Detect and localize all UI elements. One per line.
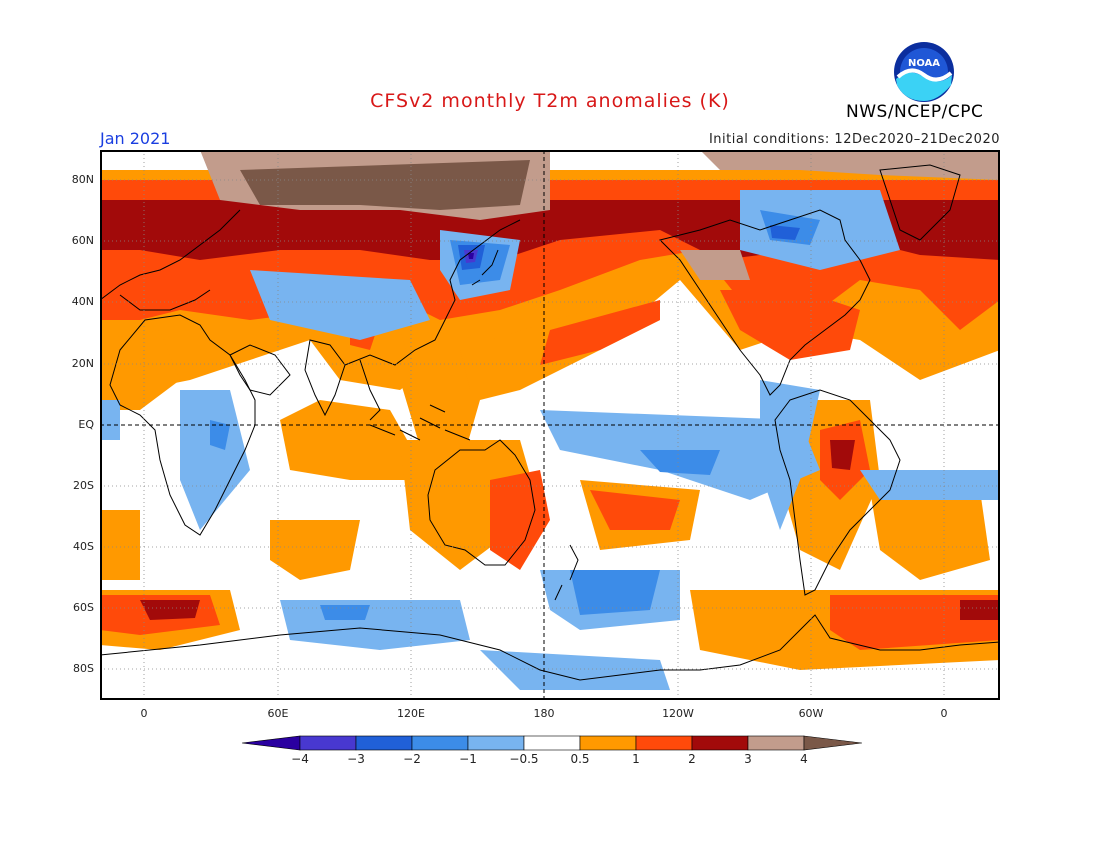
coastlines <box>100 164 1000 681</box>
lat-label: 60N <box>71 234 94 247</box>
colorbar-tick-label: −0.5 <box>509 752 539 766</box>
colorbar-segment <box>299 735 357 751</box>
colorbar-tick-label: 3 <box>744 752 752 766</box>
lon-label: 0 <box>940 707 948 720</box>
colorbar-segment <box>355 735 413 751</box>
colorbar-tick-label: 2 <box>688 752 696 766</box>
colorbar-tick-label: −1 <box>459 752 477 766</box>
lon-label: 120E <box>397 707 425 720</box>
colorbar-tick-label: 4 <box>800 752 808 766</box>
colorbar-tick-label: −3 <box>347 752 365 766</box>
lat-label: 40N <box>71 295 94 308</box>
lat-label: 80S <box>73 662 94 675</box>
map-frame <box>100 150 1000 700</box>
anomaly-map <box>100 150 1000 700</box>
colorbar-segment <box>411 735 469 751</box>
lon-label: 0 <box>140 707 148 720</box>
colorbar-tick-label: 0.5 <box>570 752 590 766</box>
colorbar-segment <box>691 735 749 751</box>
agency-label: NWS/NCEP/CPC <box>846 102 984 122</box>
lon-label: 120W <box>662 707 694 720</box>
colorbar-tick-label: −4 <box>291 752 309 766</box>
chart-title: CFSv2 monthly T2m anomalies (K) <box>370 90 730 112</box>
reference-lines <box>100 150 1000 700</box>
colorbar-segment <box>523 735 581 751</box>
colorbar <box>241 735 862 751</box>
colorbar-segment <box>241 735 301 751</box>
lon-label: 180 <box>533 707 555 720</box>
noaa-logo-icon: NOAA <box>894 42 954 102</box>
lat-label: 40S <box>73 540 94 553</box>
colorbar-segment <box>747 735 805 751</box>
lon-label: 60W <box>798 707 824 720</box>
colorbar-tick-label: −2 <box>403 752 421 766</box>
lat-label: 20N <box>71 357 94 370</box>
colorbar-segment <box>635 735 693 751</box>
initial-conditions: Initial conditions: 12Dec2020–21Dec2020 <box>708 132 1000 147</box>
colorbar-labels: −4 −3 −2 −1 −0.5 0.5 1 2 3 4 <box>0 752 1100 772</box>
lon-label: 60E <box>267 707 289 720</box>
lat-label: 20S <box>73 479 94 492</box>
colorbar-segment <box>803 735 862 751</box>
lat-label: 80N <box>71 173 94 186</box>
colorbar-segment <box>579 735 637 751</box>
logo-text: NOAA <box>908 58 940 69</box>
colorbar-tick-label: 1 <box>632 752 640 766</box>
colorbar-segment <box>467 735 525 751</box>
lat-label: 60S <box>73 601 94 614</box>
forecast-month: Jan 2021 <box>100 129 171 148</box>
lat-label: EQ <box>78 418 94 431</box>
